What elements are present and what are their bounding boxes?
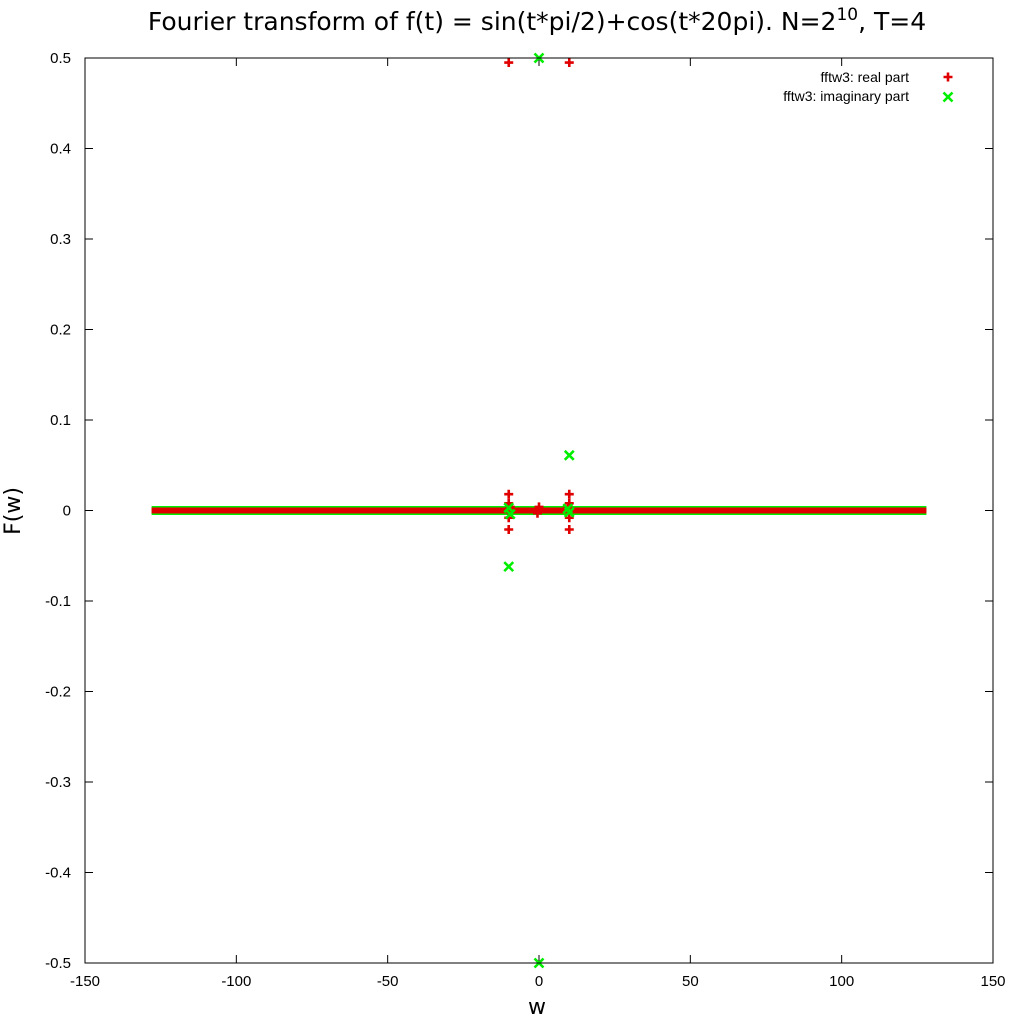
x-tick-label: -100 — [221, 973, 251, 990]
y-tick-label: -0.3 — [45, 774, 71, 791]
legend-label-real: fftw3: real part — [821, 69, 910, 85]
legend-label-imaginary: fftw3: imaginary part — [783, 88, 909, 104]
x-axis-label: w — [528, 995, 546, 1020]
chart-title-suffix: , T=4 — [858, 7, 926, 36]
y-tick-label: -0.1 — [45, 593, 71, 610]
x-tick-label: 150 — [980, 973, 1005, 990]
series-0-point — [504, 58, 514, 68]
legend-marker-imaginary-shape — [942, 91, 954, 103]
y-tick-label: -0.5 — [45, 955, 71, 972]
series-1-point — [504, 508, 516, 520]
chart-title-exponent: 10 — [836, 5, 858, 25]
y-tick-label: -0.4 — [45, 865, 71, 882]
y-tick-label: 0.2 — [50, 322, 71, 339]
series-0-point — [564, 489, 574, 499]
series-1-point — [562, 503, 574, 515]
x-tick-label: -150 — [70, 973, 100, 990]
plot-border — [84, 57, 994, 964]
x-tick-label: -50 — [377, 973, 399, 990]
y-tick-label: -0.2 — [45, 684, 71, 701]
series-0-point — [504, 525, 514, 535]
y-axis-label: F(w) — [1, 487, 26, 535]
series-0-point — [564, 525, 574, 535]
series-1-point — [563, 449, 575, 461]
series-0-point — [564, 58, 574, 68]
series-0-point — [534, 502, 544, 512]
y-tick-labels: -0.5 -0.4 -0.3 -0.2 -0.1 0 0.1 0.2 0.3 0.4 0.5 — [45, 50, 71, 972]
series-0-point — [564, 513, 574, 523]
y-tick-label: 0.5 — [50, 50, 71, 67]
legend-marker-real — [943, 72, 953, 82]
x-tick-label: 100 — [829, 973, 854, 990]
y-tick-label: 0.1 — [50, 412, 71, 429]
y-tick-label: 0.3 — [50, 231, 71, 248]
y-tick-label: 0.4 — [50, 141, 71, 158]
x-tick-label: 0 — [535, 973, 543, 990]
x-tick-labels: -150 -100 -50 0 50 100 150 — [70, 973, 1006, 990]
legend: fftw3: real part fftw3: imaginary part — [783, 69, 954, 104]
y-tick-label: 0 — [63, 503, 71, 520]
data-points — [503, 52, 575, 969]
chart-title-main: Fourier transform of f(t) = sin(t*pi/2)+… — [148, 7, 837, 36]
series-0-point — [504, 489, 514, 499]
legend-marker-real-shape — [943, 72, 953, 82]
x-tick-label: 50 — [682, 973, 699, 990]
series-0-point — [532, 508, 542, 518]
chart-title: Fourier transform of f(t) = sin(t*pi/2)+… — [148, 5, 926, 36]
legend-marker-imaginary — [942, 91, 954, 103]
series-1-point — [503, 561, 515, 573]
